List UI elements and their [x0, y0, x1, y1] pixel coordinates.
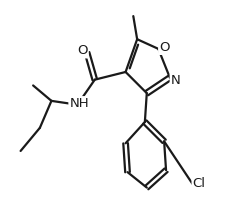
Text: O: O	[158, 41, 169, 54]
Text: O: O	[77, 44, 87, 57]
Text: N: N	[170, 74, 180, 87]
Text: Cl: Cl	[192, 177, 205, 190]
Text: NH: NH	[69, 97, 89, 110]
